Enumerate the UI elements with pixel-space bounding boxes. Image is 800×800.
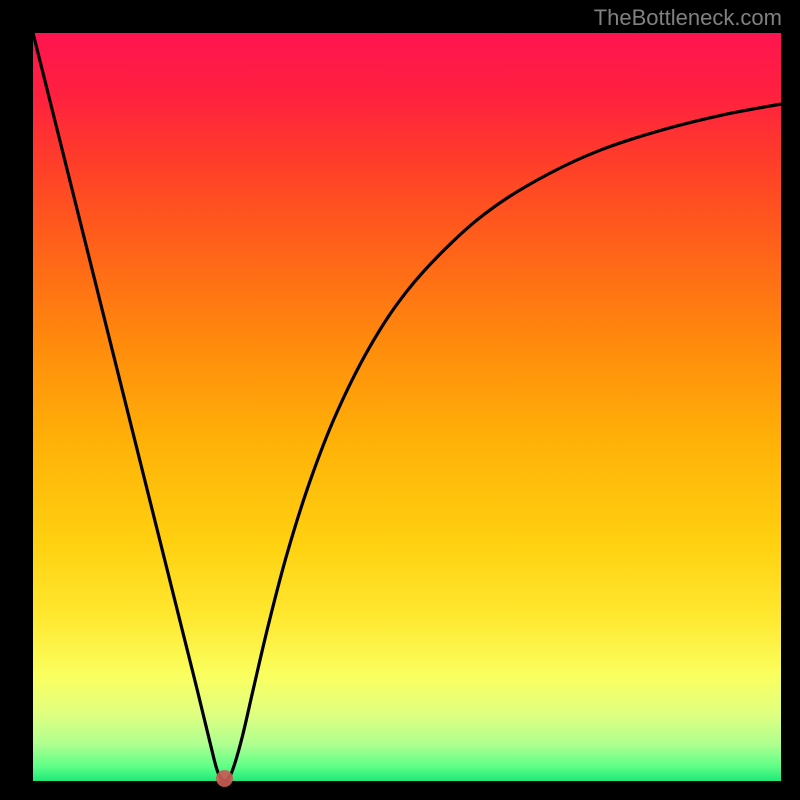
- curve-layer: [33, 33, 781, 781]
- watermark-text: TheBottleneck.com: [594, 5, 782, 31]
- plot-area: [33, 33, 781, 781]
- chart-frame: TheBottleneck.com: [0, 0, 800, 800]
- bottleneck-curve: [33, 33, 781, 781]
- minimum-marker: [216, 770, 233, 787]
